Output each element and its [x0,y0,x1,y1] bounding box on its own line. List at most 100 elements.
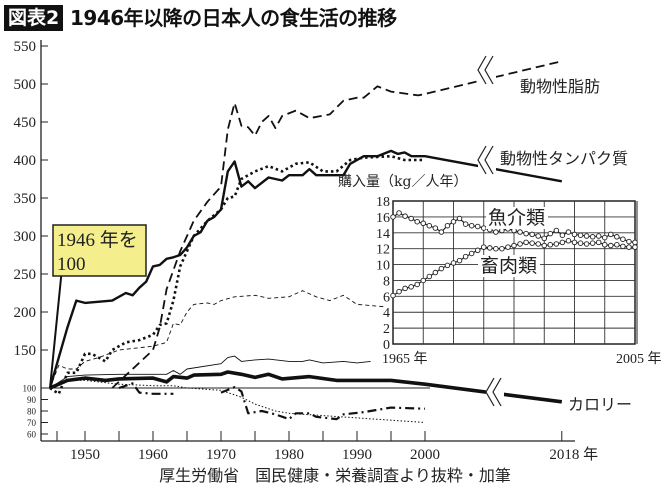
inset-data-point [523,239,529,246]
inset-data-point [462,221,469,227]
inset-data-point [420,220,427,227]
inset-data-point [517,241,523,247]
inset-x-label-start: 1965 年 [382,351,428,367]
inset-data-point [620,236,626,242]
inset-data-point [529,240,535,246]
inset-series-label: 畜肉類 [480,255,537,277]
y-tick-label: 500 [14,77,37,93]
x-tick-label: 2018 年 [549,446,598,463]
inset-data-point [408,284,414,290]
inset-y-tick-label: 8 [383,274,390,289]
inset-data-point [547,241,554,248]
inset-y-tick-label: 4 [383,306,390,321]
source-note: 厚生労働省 国民健康・栄養調査より抜粋・加筆 [159,466,511,485]
inset-data-point [444,222,451,229]
inset-data-point [402,213,408,219]
y-tick-label: 200 [14,305,37,321]
inset-data-point [438,265,445,272]
inset-data-point [456,257,463,264]
inset-data-point [390,292,396,299]
inset-data-point [571,231,578,238]
y-tick-label: 70 [27,418,37,428]
inset-data-point [529,231,535,238]
inset-data-point [583,233,590,239]
x-tick-label: 1950 [70,447,100,463]
axis-break-chevron [485,377,502,407]
y-tick-label: 80 [27,406,37,416]
inset-data-point [595,239,602,246]
inset-data-point [565,238,572,244]
inset-data-point [626,238,632,245]
axis-break-mark [477,55,496,85]
series-line-7 [118,382,426,421]
inset-data-point [499,245,505,252]
inset-data-point [608,242,614,249]
y-tick-label: 250 [14,267,37,283]
inset-data-point [462,253,469,260]
inset-data-point [602,241,608,248]
inset-y-tick-label: 0 [383,338,390,353]
callout-box [52,224,147,277]
inset-data-point [468,222,475,229]
inset-data-point [614,234,620,240]
inset-y-tick-label: 16 [376,211,390,226]
y-tick-label: 350 [14,191,37,207]
inset-data-point [559,239,566,246]
inset-data-point [541,242,548,249]
chart-title: 1946年以降の日本人の食生活の推移 [70,6,397,30]
inset-y-tick-label: 10 [376,259,390,274]
inset-data-point [396,288,402,295]
inset-data-point [414,281,420,288]
inset-data-point [626,244,632,250]
y-tick-label: 60 [27,429,37,439]
inset-data-point [468,250,475,257]
inset-data-point [505,244,511,250]
inset-y-tick-label: 18 [376,195,390,210]
axis-break-gap [478,56,496,84]
inset-data-point [547,230,554,237]
x-tick-label: 1980 [274,447,304,463]
inset-data-point [589,240,596,246]
series-line-3 [49,154,425,396]
inset-data-point [571,239,578,246]
inset-data-point [450,260,457,266]
axis-break-gap [478,146,496,174]
inset-data-point [402,285,408,292]
inset-data-point [614,241,620,248]
inset-y-tick-label: 12 [376,243,390,258]
inset-data-point [396,210,402,216]
inset-data-point [390,214,396,220]
inset-data-point [438,229,445,235]
inset-data-point [583,241,590,247]
inset-data-point [481,244,487,250]
series-line-9 [49,273,63,389]
inset-data-point [487,245,493,251]
inset-data-point [602,234,608,241]
series-line-2 [48,149,563,389]
inset-data-point [420,277,427,284]
inset-data-point [511,242,517,249]
inset-data-point [577,240,584,246]
inset-data-point [541,235,548,242]
y-tick-label: 150 [14,343,37,359]
axis-break-mark [477,145,496,175]
series-line-6 [49,370,563,404]
inset-data-point [553,241,560,247]
series-label: カロリー [568,395,632,414]
inset-data-point [535,233,541,239]
inset-label-bg [478,255,540,277]
inset-data-point [620,243,626,250]
inset-x-label-end: 2005 年 [616,351,662,367]
y-tick-label: 400 [14,153,37,169]
inset-data-point [553,227,560,234]
series-line-1 [111,60,563,389]
inset-data-point [595,233,602,239]
x-tick-label: 1960 [138,447,168,463]
inset-data-point [474,247,481,254]
inset-data-point [493,245,499,252]
series-line-5 [49,355,371,389]
axis-break-mark [485,377,504,407]
inset-data-point [577,232,584,238]
